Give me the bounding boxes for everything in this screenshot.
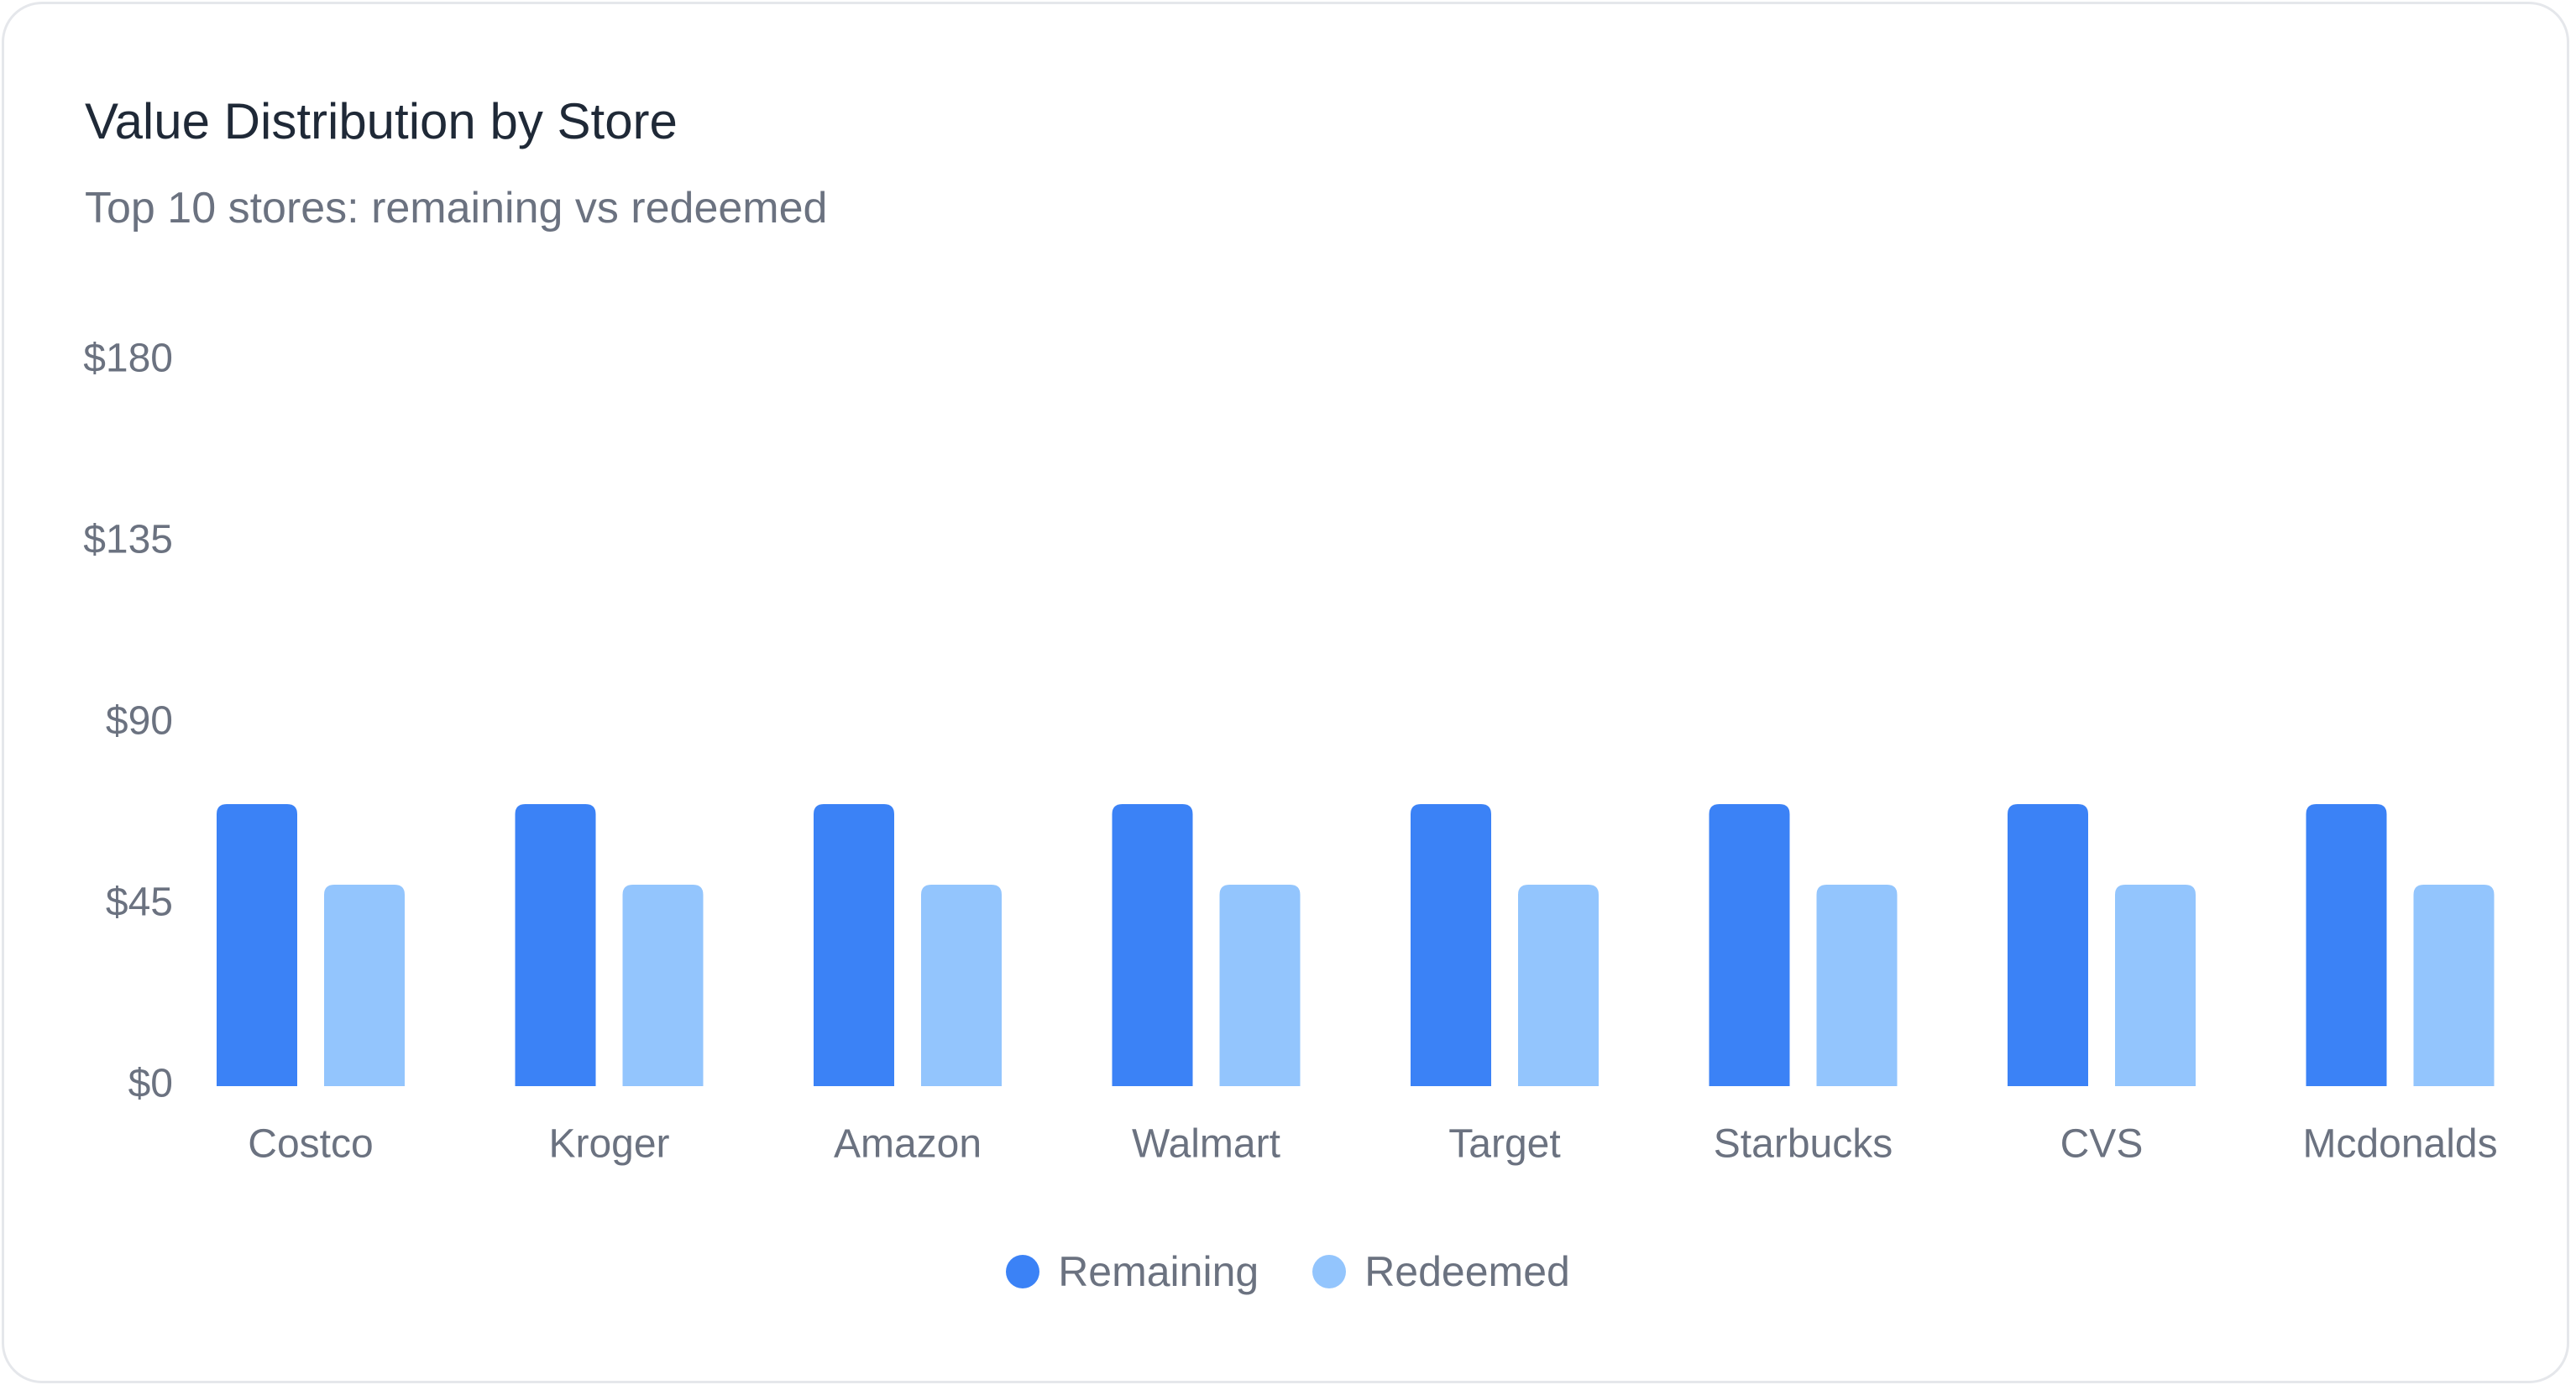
x-tick-label: Costco [248, 1122, 373, 1167]
bar-remaining-amazon[interactable] [814, 804, 894, 1086]
x-tick-label: Target [1448, 1122, 1560, 1167]
legend-label-redeemed: Redeemed [1364, 1248, 1570, 1295]
legend-label-remaining: Remaining [1058, 1248, 1259, 1295]
legend-item-remaining[interactable]: Remaining [1006, 1251, 1259, 1293]
x-tick-label: Amazon [834, 1122, 982, 1167]
y-tick-label: $90 [106, 699, 173, 744]
x-tick-label: Mcdonalds [2302, 1122, 2497, 1167]
chart-title: Value Distribution by Store [85, 93, 678, 149]
y-tick-label: $180 [83, 337, 173, 381]
x-axis: Costco Kroger Amazon Walmart Target Starbucks… [248, 1122, 2497, 1167]
x-tick-label: Walmart [1132, 1122, 1280, 1167]
redeemed-swatch-icon [1312, 1255, 1347, 1288]
x-tick-label: Starbucks [1714, 1122, 1893, 1167]
bar-redeemed-costco[interactable] [324, 885, 405, 1086]
bar-remaining-kroger[interactable] [515, 804, 596, 1086]
bar-remaining-mcdonalds[interactable] [2306, 804, 2387, 1086]
bar-remaining-costco[interactable] [217, 804, 297, 1086]
x-tick-label: Kroger [548, 1122, 669, 1167]
bar-redeemed-walmart[interactable] [1219, 885, 1301, 1086]
bar-remaining-starbucks[interactable] [1709, 804, 1790, 1086]
remaining-swatch-icon [1006, 1255, 1040, 1288]
bar-remaining-target[interactable] [1411, 804, 1491, 1086]
y-tick-label: $135 [83, 518, 173, 562]
y-tick-label: $45 [106, 881, 173, 925]
bar-redeemed-target[interactable] [1518, 885, 1599, 1086]
legend-item-redeemed[interactable]: Redeemed [1312, 1251, 1570, 1293]
x-tick-label: CVS [2060, 1122, 2144, 1167]
y-axis: $0 $45 $90 $135 $180 [83, 337, 173, 1106]
bar-remaining-cvs[interactable] [2008, 804, 2088, 1086]
legend: Remaining Redeemed [0, 1251, 2576, 1293]
bar-redeemed-starbucks[interactable] [1816, 885, 1898, 1086]
chart-subtitle: Top 10 stores: remaining vs redeemed [85, 184, 828, 233]
bar-redeemed-amazon[interactable] [921, 885, 1002, 1086]
bar-redeemed-mcdonalds[interactable] [2413, 885, 2495, 1086]
y-tick-label: $0 [128, 1062, 173, 1106]
bar-redeemed-cvs[interactable] [2115, 885, 2196, 1086]
bars [217, 804, 2495, 1086]
bar-remaining-walmart[interactable] [1112, 804, 1193, 1086]
bar-redeemed-kroger[interactable] [622, 885, 704, 1086]
